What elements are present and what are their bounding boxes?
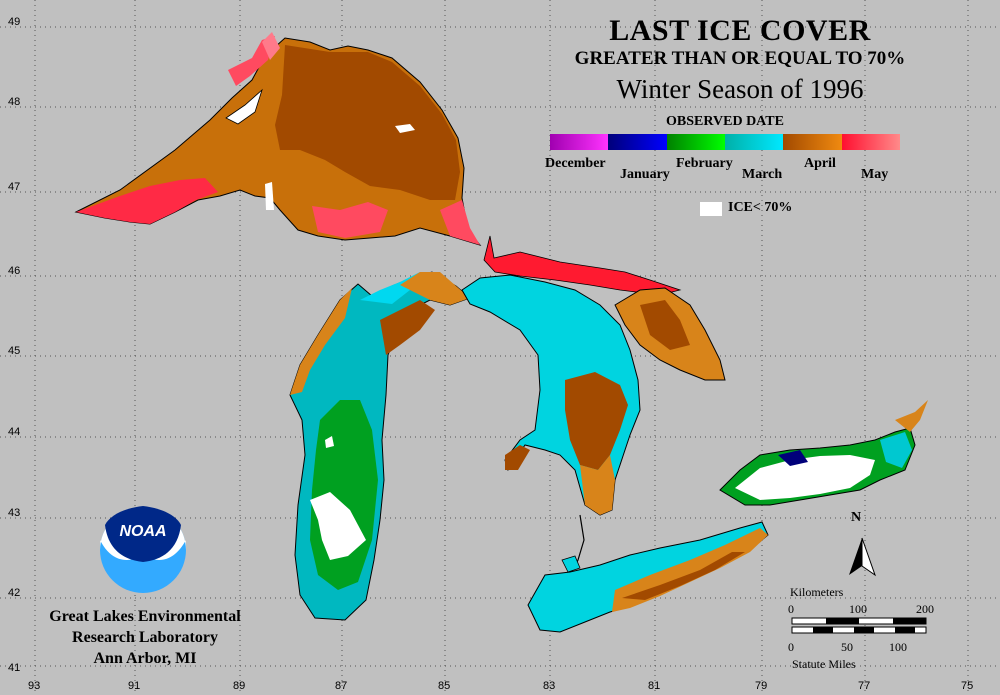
lake-huron xyxy=(461,274,726,516)
lake-michigan xyxy=(289,271,471,621)
legend-label-april: April xyxy=(804,156,836,171)
lake-erie xyxy=(527,521,769,633)
legend-seg-december xyxy=(550,134,609,150)
lon-label: 81 xyxy=(648,680,661,692)
legend-ice-swatch xyxy=(700,202,722,216)
scale-km-tick: 0 xyxy=(788,602,794,616)
north-label: N xyxy=(851,510,862,525)
scale-mi-label: Statute Miles xyxy=(792,657,856,671)
lat-label: 41 xyxy=(8,662,21,674)
legend-seg-april xyxy=(783,134,842,150)
legend-label-january: January xyxy=(620,167,670,182)
lon-label: 85 xyxy=(438,680,451,692)
lat-label: 46 xyxy=(8,265,21,277)
lake-superior xyxy=(74,32,482,246)
lab-location: Ann Arbor, MI xyxy=(93,650,197,667)
lon-label: 79 xyxy=(755,680,768,692)
lat-label: 45 xyxy=(8,345,21,357)
scale-mi-tick: 50 xyxy=(841,640,853,654)
legend-label-december: December xyxy=(545,156,606,171)
scale-mi-tick: 0 xyxy=(788,640,794,654)
lat-label: 42 xyxy=(8,587,21,599)
scale-mi-tick: 100 xyxy=(889,640,907,654)
legend-ice-label: ICE< 70% xyxy=(728,200,793,215)
lat-label: 43 xyxy=(8,507,21,519)
lake-st-clair xyxy=(561,514,585,576)
lon-label: 91 xyxy=(128,680,141,692)
legend-seg-may xyxy=(841,134,900,150)
noaa-logo-text: NOAA xyxy=(119,523,166,540)
north-arrow xyxy=(849,537,876,577)
lake-ontario xyxy=(719,400,928,506)
lab-name-line2: Research Laboratory xyxy=(72,629,218,646)
scale-bar xyxy=(791,617,927,634)
lat-label: 49 xyxy=(8,16,21,28)
legend-label-march: March xyxy=(742,167,783,182)
scale-km-label: Kilometers xyxy=(790,585,844,599)
scale-km-tick: 200 xyxy=(916,602,934,616)
map-title: LAST ICE COVER xyxy=(609,14,871,47)
lat-label: 48 xyxy=(8,96,21,108)
lon-label: 87 xyxy=(335,680,348,692)
legend-label-may: May xyxy=(861,167,889,182)
legend-title: OBSERVED DATE xyxy=(666,114,784,129)
lon-label: 77 xyxy=(858,680,871,692)
lon-label: 93 xyxy=(28,680,41,692)
map-subtitle: GREATER THAN OR EQUAL TO 70% xyxy=(574,48,906,69)
noaa-logo: NOAA xyxy=(100,506,186,593)
lat-label: 44 xyxy=(8,426,21,438)
lon-label: 75 xyxy=(961,680,974,692)
season-label: Winter Season of 1996 xyxy=(616,74,864,104)
legend-seg-february xyxy=(666,134,725,150)
lab-name-line1: Great Lakes Environmental xyxy=(49,608,241,625)
legend-color-bar xyxy=(550,134,900,150)
legend-seg-january xyxy=(608,134,667,150)
lat-label: 47 xyxy=(8,181,21,193)
lon-label: 83 xyxy=(543,680,556,692)
lon-label: 89 xyxy=(233,680,246,692)
legend-label-february: February xyxy=(676,156,733,171)
scale-km-tick: 100 xyxy=(849,602,867,616)
legend-seg-march xyxy=(724,134,784,150)
